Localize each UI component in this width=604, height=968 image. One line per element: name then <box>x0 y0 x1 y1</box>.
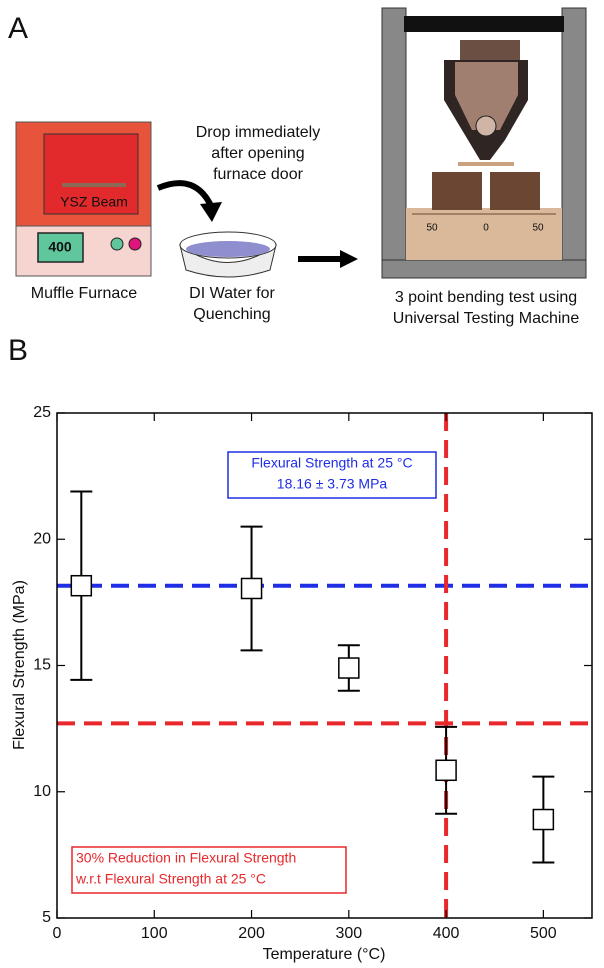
data-point <box>240 577 263 600</box>
arrow-head <box>340 250 358 268</box>
testing-machine <box>381 7 587 279</box>
data-point <box>435 759 457 782</box>
ruler-label: 0 <box>483 223 489 234</box>
annotation-box <box>227 451 437 499</box>
x-tick-label: 400 <box>433 925 460 942</box>
y-axis-label: Flexural Strength (MPa) <box>11 580 28 750</box>
water-bowl <box>179 231 277 278</box>
water-label: Quenching <box>193 306 270 323</box>
drop-note: Drop immediately <box>196 124 320 141</box>
x-tick-label: 100 <box>141 925 168 942</box>
water-label: DI Water for <box>189 285 275 302</box>
arrow-head <box>200 202 222 222</box>
drop-note: furnace door <box>213 166 304 183</box>
x-axis-label: Temperature (°C) <box>263 946 386 963</box>
y-tick-label: 5 <box>42 909 51 926</box>
furnace <box>15 121 152 277</box>
display-label: 400 <box>48 239 72 255</box>
test-label: 3 point bending test using <box>395 289 577 306</box>
y-tick-label: 25 <box>33 404 51 421</box>
x-tick-label: 500 <box>530 925 557 942</box>
x-tick-label: 300 <box>335 925 362 942</box>
annotation-text: 30% Reduction in Flexural Strength <box>76 850 296 866</box>
annotation-text: 18.16 ± 3.73 MPa <box>277 476 388 492</box>
annotation-box <box>71 846 347 894</box>
furnace-label: Muffle Furnace <box>31 285 138 302</box>
plot <box>57 413 592 918</box>
annotation-text: w.r.t Flexural Strength at 25 °C <box>75 871 266 887</box>
drop-note: after opening <box>211 145 304 162</box>
y-tick-label: 10 <box>33 783 51 800</box>
annotation-text: Flexural Strength at 25 °C <box>251 455 412 471</box>
x-tick-label: 200 <box>238 925 265 942</box>
data-point <box>532 808 555 831</box>
sample-label: YSZ Beam <box>60 194 128 210</box>
y-tick-label: 15 <box>33 657 51 674</box>
y-tick-label: 20 <box>33 530 51 547</box>
test-label: Universal Testing Machine <box>393 310 580 327</box>
curved-arrow <box>156 180 215 210</box>
x-tick-label: 0 <box>53 925 62 942</box>
data-point <box>70 574 93 597</box>
data-point <box>338 657 360 679</box>
ruler-label: 50 <box>532 223 544 234</box>
panel-label: A <box>8 12 28 45</box>
ruler-label: 50 <box>426 223 438 234</box>
panel-label: B <box>8 334 28 367</box>
